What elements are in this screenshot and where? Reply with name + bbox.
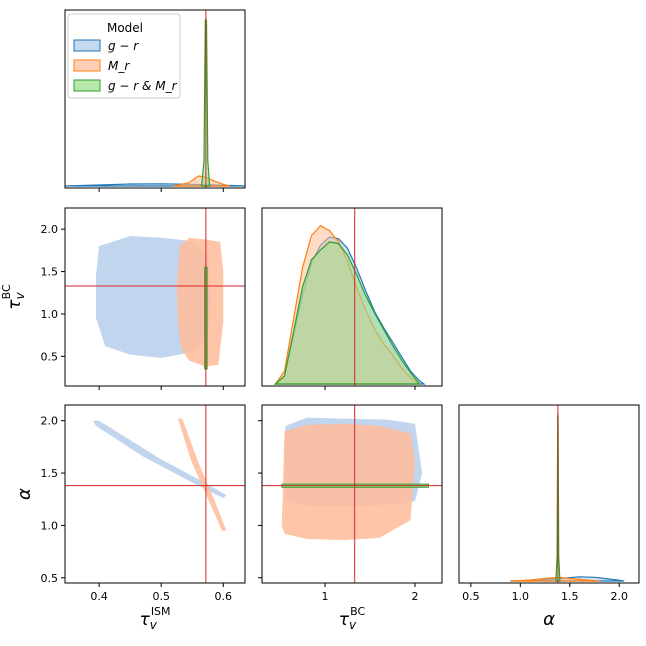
xlabel-alpha: α [543,609,555,630]
x-tick-label: 1.0 [512,590,530,603]
ylabel-alpha: α [14,488,35,500]
y-tick-label: 2.0 [41,415,59,428]
panel-alpha-vs-tau-bc: 1 2 τvBC [258,404,443,632]
panel-tau-ism-marginal [64,9,246,192]
y-tick-label: 1.5 [41,467,59,480]
x-tick-label: 0.5 [462,590,480,603]
panel-tau-bc-vs-tau-ism: 0.5 1.0 1.5 2.0 τvBC [0,207,246,390]
legend-label-mr: M_r [108,59,130,73]
xlabel-tau-bc: τvBC [339,605,366,632]
legend: Model g − r M_rg − r & M_r [67,13,181,99]
y-tick-label: 1.5 [41,266,59,279]
legend-frame [67,13,181,99]
region-mr [176,237,224,367]
panel-tau-bc-marginal [261,207,443,390]
y-tick-label: 0.5 [41,350,59,363]
legend-swatch-both [73,79,101,92]
x-tick-label: 2 [412,590,419,603]
legend-swatch-gr [73,39,101,52]
density-both [273,241,421,385]
density-mr [510,576,600,582]
ylabel-tau-bc: τvBC [0,284,27,310]
region-mr [281,423,415,541]
panel-frame [458,404,640,584]
x-tick-label: 2.0 [610,590,628,603]
y-tick-label: 0.5 [41,572,59,585]
region-mr [178,418,227,531]
x-tick-label: 1.5 [561,590,579,603]
y-tick-label: 1.0 [41,308,59,321]
panel-alpha-marginal: 0.5 1.0 1.5 2.0 α [458,404,640,630]
panel-frame [261,404,443,584]
xlabel-tau-ism: τvISM [139,605,170,632]
legend-title: Model [107,21,143,35]
legend-swatch-mr [73,59,101,72]
x-tick-label: 1 [322,590,329,603]
y-tick-label: 1.0 [41,519,59,532]
y-tick-label: 2.0 [41,223,59,236]
panel-frame [64,207,246,387]
panel-frame [261,207,443,387]
x-tick-label: 0.4 [90,590,108,603]
x-tick-label: 0.5 [152,590,170,603]
panel-frame [64,9,246,189]
region-gr [92,420,227,499]
legend-label-both: g − r & M_r [108,79,178,93]
legend-label-gr: g − r [108,39,139,53]
x-tick-label: 0.6 [215,590,233,603]
panel-alpha-vs-tau-ism: 0.4 0.5 0.6 0.5 1.0 1.5 2.0 α τvISM [14,404,246,632]
panel-frame [64,404,246,584]
